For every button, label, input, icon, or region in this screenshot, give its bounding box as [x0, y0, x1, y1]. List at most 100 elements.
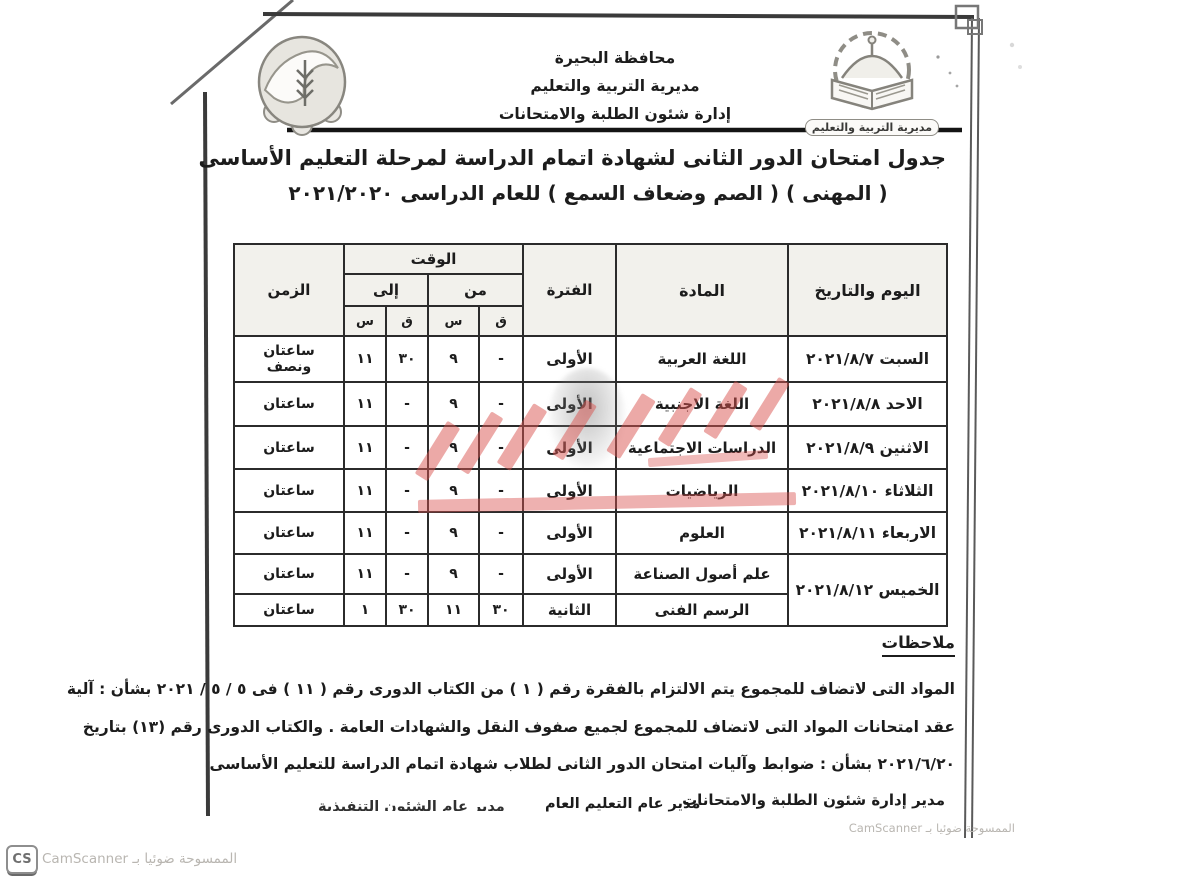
cell-duration: ساعتان [233, 593, 345, 627]
cell-from-hours: ٩ [427, 511, 481, 555]
cell-from-hours: ٩ [427, 425, 481, 470]
table-row: الاحد ٢٠٢١/٨/٨ اللغة الاجنبية الأولى - ٩… [233, 381, 949, 427]
cell-period: الأولى [522, 468, 618, 513]
table-row: الاربعاء ٢٠٢١/٨/١١ العلوم الأولى - ٩ - ١… [233, 511, 949, 555]
page-top-border [262, 12, 975, 19]
signature-student-affairs-director: مدير إدارة شئون الطلبة والامتحانات [682, 791, 945, 809]
col-header-time: الوقت [342, 243, 525, 275]
signature-executive-affairs-director: مدير عام الشئون التنفيذية [318, 799, 505, 811]
signature-general-education-director: مدير عام التعليم العام [545, 796, 701, 812]
cell-period: الأولى [522, 553, 618, 595]
cell-to-hours: ١١ [342, 511, 388, 555]
document-title: جدول امتحان الدور الثانى لشهادة اتمام ال… [198, 146, 946, 205]
wheat-chevron [296, 79, 314, 90]
table-row: الثلاثاء ٢٠٢١/٨/١٠ الرياضيات الأولى - ٩ … [233, 468, 949, 513]
cell-from-minutes: - [478, 553, 525, 595]
cell-from-minutes: - [478, 468, 525, 513]
cell-to-hours: ١١ [342, 335, 388, 383]
cell-subject: اللغة الاجنبية [615, 381, 790, 427]
cell-day-date: الاربعاء ٢٠٢١/٨/١١ [787, 511, 949, 555]
corner-mark-inner [967, 19, 983, 35]
cell-to-minutes: - [385, 468, 430, 513]
table-row: الخميس ٢٠٢١/٨/١٢ علم أصول الصناعة الأولى… [233, 553, 949, 627]
note-line: ٢٠٢١/٦/٢٠ بشأن : ضوابط وآليات امتحان الد… [209, 755, 955, 773]
notes-section: ملاحظات المواد التى لاتضاف للمجموع يتم ا… [66, 633, 955, 784]
col-header-to-hours: س [342, 305, 388, 337]
title-line-1: جدول امتحان الدور الثانى لشهادة اتمام ال… [198, 146, 946, 170]
camscanner-badge-icon: CS [6, 845, 38, 874]
table-row: الاثنين ٢٠٢١/٨/٩ الدراسات الاجتماعية الأ… [233, 425, 949, 470]
page-right-border-outer [971, 17, 980, 839]
cell-to-hours: ١١ [342, 553, 388, 595]
col-header-period: الفترة [522, 243, 618, 337]
note-line: المواد التى لاتضاف للمجموع يتم الالتزام … [66, 680, 955, 698]
cell-subject: اللغة العربية [615, 335, 790, 383]
col-header-to-minutes: ق [385, 305, 430, 337]
cell-day-date: الثلاثاء ٢٠٢١/٨/١٠ [787, 468, 949, 513]
cell-period: الثانية [522, 593, 618, 627]
corner-mark-outer [954, 4, 980, 30]
note-line: عقد امتحانات المواد التى لاتضاف للمجموع … [82, 717, 955, 736]
cell-from-hours: ٩ [427, 335, 481, 383]
cell-duration: ساعتان [233, 381, 345, 427]
cell-from-minutes: ٣٠ [478, 593, 525, 627]
org-line-department: إدارة شئون الطلبة والامتحانات [498, 105, 732, 123]
col-header-from: من [427, 273, 525, 307]
cell-subject: العلوم [615, 511, 790, 555]
cell-subject: الرسم الفنى [615, 593, 790, 627]
col-header-subject: المادة [615, 243, 790, 337]
cell-day-date: الخميس ٢٠٢١/٨/١٢ [787, 553, 949, 627]
cell-to-minutes: - [385, 553, 430, 595]
cell-subject: الرياضيات [615, 468, 790, 513]
bird-shape [263, 50, 339, 104]
cell-day-date: السبت ٢٠٢١/٨/٧ [787, 335, 949, 383]
cell-subject: الدراسات الاجتماعية [615, 425, 790, 470]
col-header-from-hours: س [427, 305, 481, 337]
organization-header: محافظة البحيرة مديرية التربية والتعليم إ… [450, 44, 780, 128]
cell-from-hours: ٩ [427, 553, 481, 595]
title-line-2: ( المهنى ) ( الصم وضعاف السمع ) للعام ال… [288, 181, 888, 205]
cell-duration: ساعتان [233, 553, 345, 595]
cell-period: الأولى [522, 381, 618, 427]
col-header-to: إلى [342, 273, 430, 307]
cell-duration: ساعتان ونصف [233, 335, 345, 383]
cell-to-minutes: - [385, 381, 430, 427]
cell-day-date: الاحد ٢٠٢١/٨/٨ [787, 381, 949, 427]
cell-from-minutes: - [478, 335, 525, 383]
camscanner-caption-bottom-left: الممسوحة ضوئيا بـ CamScanner [42, 851, 238, 867]
notes-heading: ملاحظات [881, 633, 955, 657]
table-row: السبت ٢٠٢١/٨/٧ اللغة العربية الأولى - ٩ … [233, 335, 949, 383]
cell-duration: ساعتان [233, 468, 345, 513]
col-header-day-date: اليوم والتاريخ [787, 243, 949, 337]
cell-to-hours: ١١ [342, 425, 388, 470]
cell-to-minutes: ٣٠ [385, 335, 430, 383]
org-line-governorate: محافظة البحيرة [554, 49, 676, 67]
cell-from-hours: ١١ [427, 593, 481, 627]
gear-book-logo-icon [830, 31, 914, 111]
org-line-directorate: مديرية التربية والتعليم [530, 77, 700, 95]
col-header-duration: الزمن [233, 243, 345, 337]
cell-to-hours: ١١ [342, 468, 388, 513]
page-right-border-inner [964, 17, 973, 839]
cell-to-minutes: ٣٠ [385, 593, 430, 627]
cell-from-hours: ٩ [427, 381, 481, 427]
col-header-from-minutes: ق [478, 305, 525, 337]
wheat-chevron [296, 89, 314, 100]
table-row: الرسم الفنى الثانية ٣٠ ١١ ٣٠ ١ ساعتان [233, 593, 947, 627]
camscanner-caption-bottom-right: الممسوحة ضوئيا بـ CamScanner [848, 821, 1015, 835]
cell-from-minutes: - [478, 425, 525, 470]
wheat-chevron [296, 69, 314, 80]
cell-from-hours: ٩ [427, 468, 481, 513]
ministry-logo: مديرية التربية والتعليم [796, 28, 948, 136]
cell-period: الأولى [522, 335, 618, 383]
exam-schedule-table: اليوم والتاريخ المادة الفترة الوقت الزمن… [233, 243, 949, 627]
cell-to-hours: ١١ [342, 381, 388, 427]
cell-to-minutes: - [385, 425, 430, 470]
ministry-logo-caption: مديرية التربية والتعليم [804, 119, 940, 136]
cell-period: الأولى [522, 425, 618, 470]
cell-subject: علم أصول الصناعة [615, 553, 790, 595]
cell-to-minutes: - [385, 511, 430, 555]
cell-day-date: الاثنين ٢٠٢١/٨/٩ [787, 425, 949, 470]
cell-to-hours: ١ [342, 593, 388, 627]
